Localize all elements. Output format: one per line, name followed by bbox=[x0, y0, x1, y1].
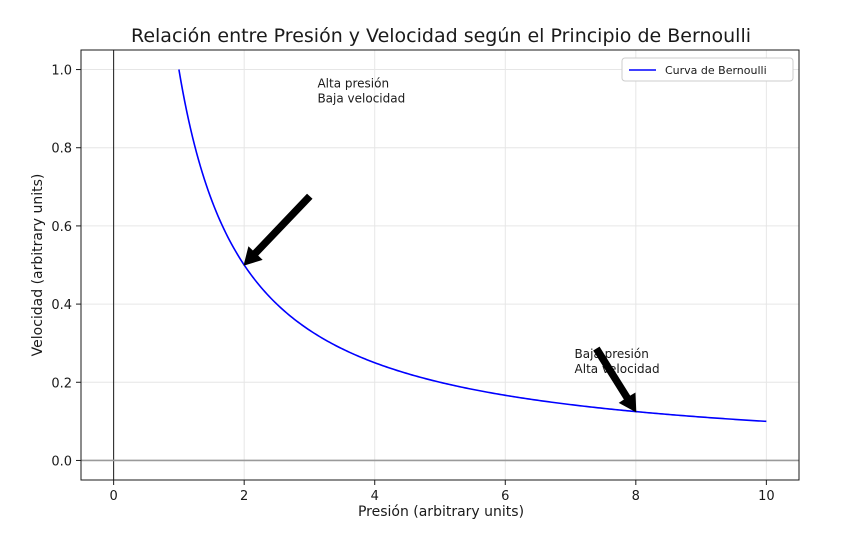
x-axis-label: Presión (arbitrary units) bbox=[358, 504, 524, 520]
x-tick-label: 0 bbox=[109, 489, 117, 504]
chart-title: Relación entre Presión y Velocidad según… bbox=[131, 25, 751, 47]
y-tick-label: 0.0 bbox=[51, 454, 72, 469]
curve-layer bbox=[178, 69, 767, 423]
annotation-text-1: Alta velocidad bbox=[575, 362, 660, 376]
x-tick-label: 6 bbox=[501, 489, 509, 504]
series-line-0 bbox=[178, 69, 767, 423]
x-tick-label: 2 bbox=[240, 489, 248, 504]
x-tick-label: 10 bbox=[758, 489, 775, 504]
y-tick-label: 1.0 bbox=[51, 64, 72, 79]
annotation-arrow-0 bbox=[243, 193, 313, 266]
plot-frame bbox=[80, 49, 800, 481]
legend-box bbox=[621, 57, 794, 82]
axis-ticks: 0 2 4 6 8 10 0.0 0.2 0.4 0.6 0.8 1.0 bbox=[51, 64, 774, 504]
zero-lines bbox=[81, 50, 799, 480]
annotation-arrow-1 bbox=[593, 346, 637, 413]
x-tick-label: 8 bbox=[632, 489, 640, 504]
y-tick-label: 0.2 bbox=[51, 376, 72, 391]
legend-label: Curva de Bernoulli bbox=[665, 64, 767, 77]
y-tick-label: 0.4 bbox=[51, 298, 72, 313]
y-tick-label: 0.8 bbox=[51, 142, 72, 157]
annotation-text-1: Baja presión bbox=[575, 347, 649, 361]
legend: Curva de Bernoulli bbox=[621, 57, 794, 82]
y-tick-label: 0.6 bbox=[51, 220, 72, 235]
annotation-text-0: Baja velocidad bbox=[317, 91, 405, 105]
x-tick-label: 4 bbox=[371, 489, 379, 504]
y-axis-label: Velocidad (arbitrary units) bbox=[30, 174, 46, 357]
annotation-text-0: Alta presión bbox=[317, 76, 389, 90]
